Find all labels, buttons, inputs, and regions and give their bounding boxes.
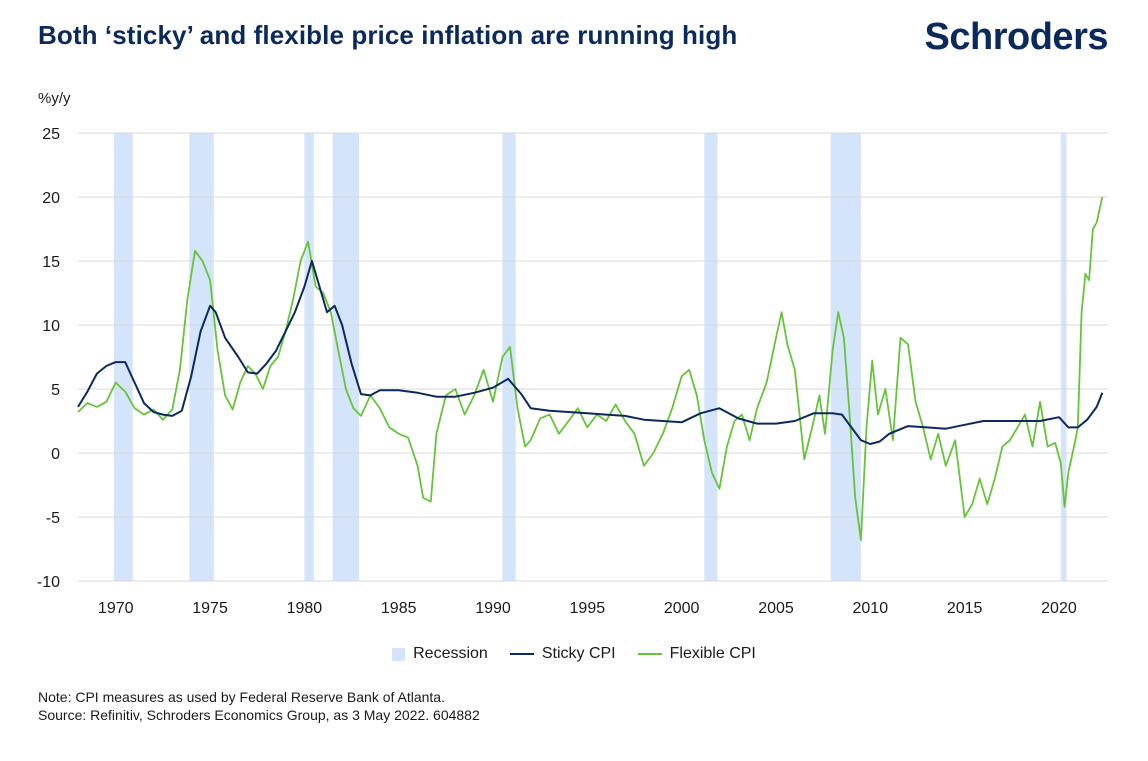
recession-band <box>502 133 516 581</box>
x-tick-label: 2005 <box>758 600 794 617</box>
recession-band <box>304 133 314 581</box>
recession-bands <box>113 133 1067 581</box>
recession-band <box>113 133 133 581</box>
x-tick-label: 1995 <box>570 600 606 617</box>
y-tick-label: -5 <box>46 510 60 527</box>
recession-band <box>332 133 360 581</box>
x-tick-label: 2020 <box>1041 600 1077 617</box>
y-tick-label: 5 <box>51 382 60 399</box>
legend: Recession Sticky CPI Flexible CPI <box>0 645 1148 663</box>
flexible-cpi-swatch <box>637 653 662 655</box>
y-tick-label: 10 <box>42 318 60 335</box>
legend-label-flexible: Flexible CPI <box>669 645 756 662</box>
y-tick-label: 15 <box>42 254 60 271</box>
gridlines <box>78 132 1108 582</box>
recession-band <box>704 133 718 581</box>
sticky-cpi-swatch <box>509 653 534 655</box>
y-axis: -10 -5 0 5 10 15 20 25 <box>37 126 60 591</box>
y-axis-label: %y/y <box>38 90 71 107</box>
legend-item-recession: Recession <box>392 645 488 663</box>
legend-item-sticky: Sticky CPI <box>509 645 616 663</box>
x-tick-label: 1970 <box>98 600 134 617</box>
recession-band <box>1060 133 1067 581</box>
recession-swatch <box>392 647 406 661</box>
legend-label-sticky: Sticky CPI <box>541 645 616 662</box>
recession-band <box>189 133 214 581</box>
footnotes: Note: CPI measures as used by Federal Re… <box>38 688 480 724</box>
chart-title: Both ‘sticky’ and flexible price inflati… <box>38 20 738 50</box>
source-text: Source: Refinitiv, Schroders Economics G… <box>38 707 480 723</box>
line-chart: %y/y -10 -5 0 5 10 15 20 25 1970 1975 1980 1985 199… <box>37 90 1108 617</box>
x-tick-label: 1980 <box>287 600 323 617</box>
legend-item-flexible: Flexible CPI <box>637 645 756 663</box>
y-tick-label: 0 <box>51 446 60 463</box>
note-text: Note: CPI measures as used by Federal Re… <box>38 689 445 705</box>
flexible-cpi-line <box>77 196 1104 541</box>
x-tick-label: 2010 <box>853 600 889 617</box>
y-tick-label: 20 <box>42 190 60 207</box>
schroders-logo: Schroders <box>924 16 1109 58</box>
legend-label-recession: Recession <box>413 645 488 662</box>
sticky-cpi-line <box>77 260 1104 445</box>
x-tick-label: 2015 <box>947 600 983 617</box>
x-tick-label: 1990 <box>475 600 511 617</box>
x-axis: 1970 1975 1980 1985 1990 1995 2000 2005 2010 2015… <box>98 600 1077 617</box>
x-tick-label: 2000 <box>664 600 700 617</box>
y-tick-label: 25 <box>42 126 60 143</box>
y-tick-label: -10 <box>37 574 60 591</box>
x-tick-label: 1975 <box>192 600 228 617</box>
x-tick-label: 1985 <box>381 600 417 617</box>
